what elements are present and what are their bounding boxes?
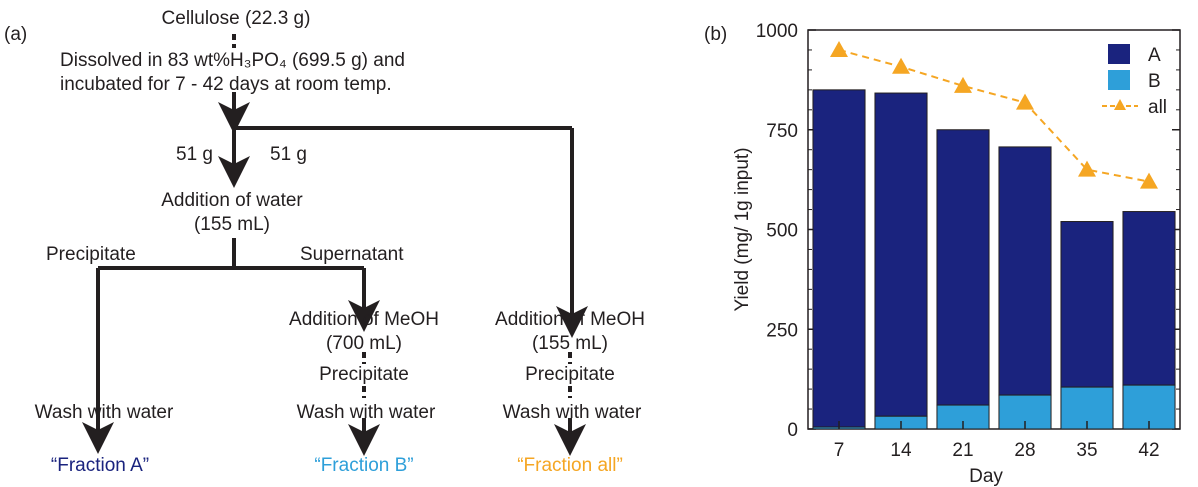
meoh-b-line-1: Addition of MeOH: [289, 309, 439, 330]
legend-swatch-b: [1108, 70, 1130, 90]
bar-a: [1122, 211, 1176, 386]
precipitate-all: Precipitate: [525, 364, 615, 385]
meoh-all-line-2: (155 mL): [532, 333, 608, 354]
all-point-marker: [1016, 93, 1034, 110]
split-left-label: 51 g: [176, 144, 213, 165]
chart-panel: (b) 0 250 500 750 1000 7 14 21 28 35 42 Day Yield (m…: [704, 21, 1181, 487]
meoh-b-line-2: (700 mL): [326, 333, 402, 354]
supernatant-label: Supernatant: [300, 244, 404, 265]
all-point-marker: [830, 40, 848, 57]
panel-a-label: (a): [4, 24, 27, 45]
all-point-marker: [954, 76, 972, 93]
meoh-all-line-1: Addition of MeOH: [495, 309, 645, 330]
all-point-marker: [1078, 160, 1096, 177]
legend-label-all: all: [1148, 97, 1167, 118]
x-tick-label: 14: [890, 440, 912, 461]
y-tick-label: 0: [787, 420, 798, 441]
x-tick-label: 28: [1014, 440, 1035, 461]
all-point-marker: [1140, 172, 1158, 189]
dissolve-line-1: Dissolved in 83 wt%H₃PO₄ (699.5 g) and: [60, 50, 405, 71]
wash-a: Wash with water: [35, 402, 174, 423]
bar-a: [874, 92, 928, 417]
bar-a: [936, 129, 990, 406]
split-right-label: 51 g: [270, 144, 307, 165]
water-step-line-2: (155 mL): [194, 214, 270, 235]
x-tick-label: 42: [1138, 440, 1159, 461]
bar-a: [998, 146, 1052, 396]
all-series-line: [838, 48, 1150, 183]
precipitate-b: Precipitate: [319, 364, 409, 385]
panel-b-label: (b): [704, 24, 727, 45]
legend-swatch-a: [1108, 44, 1130, 64]
legend-label-a: A: [1148, 45, 1161, 66]
legend-label-b: B: [1148, 71, 1161, 92]
fraction-a-label: “Fraction A”: [51, 455, 149, 476]
wash-all: Wash with water: [503, 402, 642, 423]
x-axis-label: Day: [969, 466, 1003, 487]
bar-a: [812, 89, 866, 428]
chart-plot: 0 250 500 750 1000 7 14 21 28 35 42 Day Yield (mg/ 1…: [732, 21, 1181, 487]
wash-b: Wash with water: [297, 402, 436, 423]
y-tick-label: 1000: [756, 21, 798, 42]
flowchart-panel: (a) Cellulose (22.3 g) Dissolved in 83 w…: [4, 8, 645, 476]
y-tick-label: 750: [766, 121, 798, 142]
x-tick-label: 7: [834, 440, 845, 461]
y-tick-label: 250: [766, 320, 798, 341]
x-tick-label: 35: [1076, 440, 1097, 461]
bar-a: [1060, 221, 1114, 388]
all-point-marker: [892, 57, 910, 74]
start-node: Cellulose (22.3 g): [162, 8, 311, 29]
legend-marker-all: [1114, 99, 1126, 110]
x-tick-label: 21: [952, 440, 973, 461]
fraction-b-label: “Fraction B”: [314, 455, 413, 476]
fraction-all-label: “Fraction all”: [517, 455, 623, 476]
y-axis-label: Yield (mg/ 1g input): [732, 147, 753, 311]
water-step-line-1: Addition of water: [161, 190, 303, 211]
y-tick-label: 500: [766, 221, 798, 242]
precipitate-label: Precipitate: [46, 244, 136, 265]
dissolve-line-2: incubated for 7 - 42 days at room temp.: [60, 74, 392, 95]
